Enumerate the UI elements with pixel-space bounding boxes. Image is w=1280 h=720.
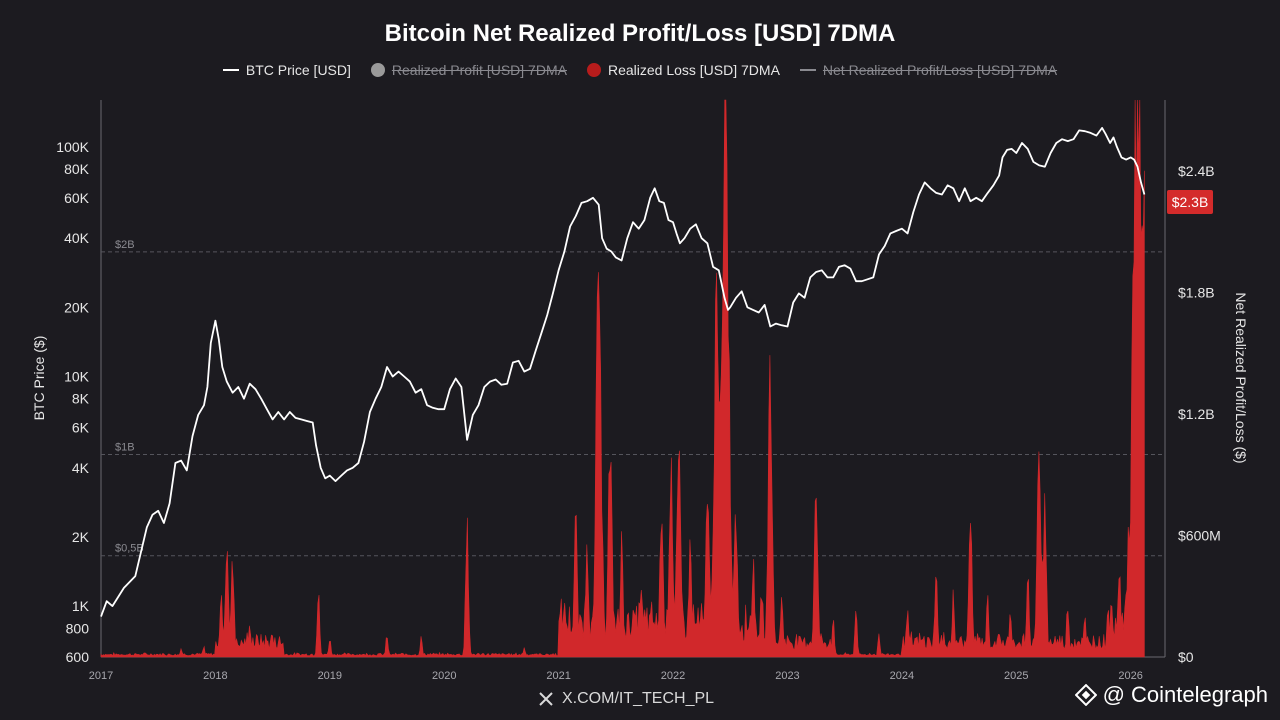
x-tick-label: 2019 bbox=[318, 670, 342, 682]
x-tick-label: 2022 bbox=[661, 670, 685, 682]
line-swatch-icon bbox=[799, 69, 816, 71]
legend: BTC Price [USD] Realized Profit [USD] 7D… bbox=[0, 62, 1280, 78]
dot-swatch-icon bbox=[370, 63, 385, 77]
legend-item-btc-price[interactable]: BTC Price [USD] bbox=[222, 62, 351, 78]
y-tick-label-left: 4K bbox=[72, 460, 90, 476]
y-tick-label-left: 6K bbox=[72, 419, 90, 435]
y-tick-label-left: 8K bbox=[72, 391, 90, 407]
x-tick-label: 2021 bbox=[546, 670, 570, 682]
x-tick-label: 2023 bbox=[775, 670, 799, 682]
cointelegraph-logo-icon bbox=[1074, 684, 1097, 706]
legend-label: Realized Profit [USD] 7DMA bbox=[391, 62, 567, 78]
realized-loss-area bbox=[100, 99, 1145, 658]
y-tick-label-right: $600M bbox=[1178, 527, 1221, 543]
y-tick-label-left: 40K bbox=[64, 230, 90, 246]
y-tick-label-left: 600 bbox=[66, 649, 90, 665]
legend-item-net-realized[interactable]: Net Realized Profit/Loss [USD] 7DMA bbox=[799, 62, 1058, 78]
x-tick-label: 2025 bbox=[1004, 670, 1028, 682]
watermark: X.COM/IT_TECH_PL bbox=[538, 690, 714, 708]
left-axis-title: BTC Price ($) bbox=[31, 336, 47, 421]
x-tick-label: 2024 bbox=[890, 670, 914, 682]
current-value-badge bbox=[1167, 190, 1213, 214]
y-tick-label-left: 80K bbox=[64, 161, 90, 177]
y-tick-label-right: $0 bbox=[1178, 649, 1194, 665]
right-axis-title: Net Realized Profit/Loss ($) bbox=[1233, 292, 1249, 463]
x-tick-label: 2017 bbox=[89, 670, 113, 682]
y-tick-label-right: $2.4B bbox=[1178, 163, 1215, 179]
legend-label: Realized Loss [USD] 7DMA bbox=[607, 62, 780, 78]
y-tick-label-left: 100K bbox=[56, 139, 89, 155]
x-tick-label: 2020 bbox=[432, 670, 456, 682]
y-tick-label-right: $1.2B bbox=[1178, 406, 1215, 422]
current-value-badge-label: $2.3B bbox=[1172, 194, 1209, 210]
btc-price-line bbox=[100, 127, 1146, 617]
y-tick-label-left: 10K bbox=[64, 368, 90, 384]
x-tick-label: 2018 bbox=[203, 670, 227, 682]
x-tick-label: 2026 bbox=[1118, 670, 1142, 682]
brand-text: @ Cointelegraph bbox=[1102, 682, 1268, 707]
chart-title: Bitcoin Net Realized Profit/Loss [USD] 7… bbox=[384, 20, 896, 47]
reference-line-label: $2B bbox=[115, 239, 135, 251]
legend-label: Net Realized Profit/Loss [USD] 7DMA bbox=[822, 62, 1058, 78]
reference-line-label: $0,5B bbox=[115, 543, 144, 555]
x-logo-icon bbox=[539, 692, 553, 706]
line-swatch-icon bbox=[222, 69, 239, 71]
y-tick-label-left: 1K bbox=[72, 598, 90, 614]
legend-item-realized-profit[interactable]: Realized Profit [USD] 7DMA bbox=[370, 62, 567, 78]
legend-item-realized-loss[interactable]: Realized Loss [USD] 7DMA bbox=[586, 62, 780, 78]
y-tick-label-left: 2K bbox=[72, 529, 90, 545]
brand: @ Cointelegraph bbox=[1074, 682, 1268, 708]
y-tick-label-left: 60K bbox=[64, 190, 90, 206]
reference-line-label: $1B bbox=[115, 441, 135, 453]
y-tick-label-right: $1.8B bbox=[1178, 284, 1215, 300]
watermark-text: X.COM/IT_TECH_PL bbox=[562, 690, 715, 707]
y-tick-label-left: 20K bbox=[64, 299, 90, 315]
y-tick-label-left: 800 bbox=[66, 620, 90, 636]
dot-swatch-icon bbox=[586, 63, 601, 77]
legend-label: BTC Price [USD] bbox=[245, 62, 351, 78]
